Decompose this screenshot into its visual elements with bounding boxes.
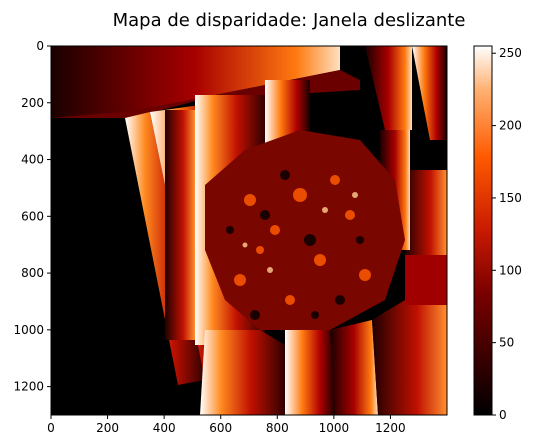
colorbar bbox=[473, 45, 493, 416]
colorbar-tick-label: 150 bbox=[499, 191, 522, 205]
colorbar-tick-label: 250 bbox=[499, 46, 522, 60]
x-tick-label: 800 bbox=[266, 421, 289, 435]
colorbar-tick-label: 0 bbox=[499, 408, 507, 422]
y-tick-label: 0 bbox=[36, 39, 44, 53]
y-tick-label: 1000 bbox=[13, 323, 44, 337]
y-tick-label: 200 bbox=[21, 96, 44, 110]
x-tick-label: 600 bbox=[209, 421, 232, 435]
colorbar-tick-label: 100 bbox=[499, 263, 522, 277]
colorbar-tick-label: 50 bbox=[499, 336, 514, 350]
colorbar-tick-label: 200 bbox=[499, 119, 522, 133]
y-tick-label: 600 bbox=[21, 209, 44, 223]
y-axis: 0 200 400 600 800 1000 1200 bbox=[13, 39, 51, 394]
x-tick-label: 1000 bbox=[319, 421, 350, 435]
x-tick-label: 200 bbox=[96, 421, 119, 435]
x-tick-label: 1200 bbox=[375, 421, 406, 435]
plot-frame bbox=[50, 45, 448, 416]
x-tick-label: 400 bbox=[153, 421, 176, 435]
chart-title: Mapa de disparidade: Janela deslizante bbox=[113, 10, 466, 31]
y-tick-label: 400 bbox=[21, 153, 44, 167]
x-axis: 0 200 400 600 800 1000 1200 bbox=[47, 415, 406, 435]
y-tick-label: 800 bbox=[21, 266, 44, 280]
y-tick-label: 1200 bbox=[13, 380, 44, 394]
colorbar-axis: 0 50 100 150 200 250 bbox=[492, 46, 522, 422]
heatmap-image bbox=[51, 46, 447, 415]
x-tick-label: 0 bbox=[47, 421, 55, 435]
